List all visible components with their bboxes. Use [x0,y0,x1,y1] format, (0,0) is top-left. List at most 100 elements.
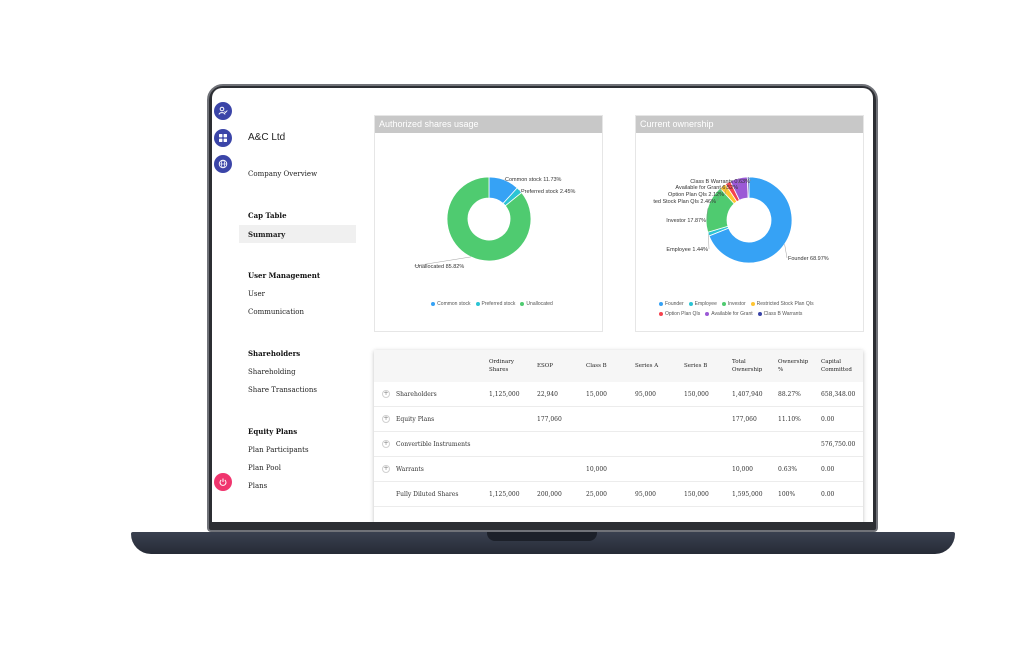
nav-heading-equity-plans: Equity Plans [248,427,298,436]
dashboard-button[interactable] [214,129,232,147]
table-cell: 1,407,940 [732,391,763,398]
legend-swatch-investor [721,301,726,306]
table-cell: 1,125,000 [489,491,520,498]
row-label: Equity Plans [396,416,435,423]
data-label-available-for-grant: Available for Grant 6.52% [675,185,738,191]
col-total-ownership: Total Ownership [732,359,763,373]
data-label-unallocated: Unallocated 85.82% [415,264,464,270]
leader-class-b-warrants [747,176,752,182]
legend-label-unallocated: Unallocated [526,301,553,307]
legend-item-unallocated[interactable]: Unallocated [515,301,553,307]
legend-label-option-plan-qis: Option Plan QIs [665,311,701,317]
current-ownership-title: Current ownership [636,116,863,133]
col-series-a: Series A [635,363,659,369]
table-header: Ordinary Shares ESOP Class B Series A Se… [374,350,863,382]
table-cell: 22,940 [537,391,558,398]
legend-label-investor: Investor [727,301,746,307]
leader-unallocated [413,256,471,267]
legend-item-investor[interactable]: Investor [717,301,746,307]
legend-item-restricted-stock-plan-qis[interactable]: Restricted Stock Plan QIs [746,301,814,307]
slice-class-b-warrants[interactable] [746,176,750,199]
table-row[interactable]: + Convertible Instruments 576,750.00 [374,432,863,457]
legend-item-common-stock[interactable]: Common stock [426,301,471,307]
table-cell: 177,060 [537,416,562,423]
col-capital-committed: Capital Committed [821,359,852,373]
col-ownership-pct: Ownership % [778,359,809,373]
nav-communication[interactable]: Communication [248,308,304,316]
nav-summary[interactable]: Summary [248,230,286,239]
legend-item-founder[interactable]: Founder [654,301,684,307]
table-cell: 88.27% [778,391,801,398]
table-cell: 100% [778,491,796,498]
nav-share-transactions[interactable]: Share Transactions [248,386,317,394]
logout-button[interactable] [214,473,232,491]
legend-swatch-option-plan-qis [659,311,663,316]
expand-row-icon[interactable]: + [382,465,390,473]
slice-unallocated[interactable] [446,176,532,262]
nav-plans[interactable]: Plans [248,482,268,490]
user-check-icon [218,106,228,115]
nav-company-overview[interactable]: Company Overview [248,170,318,178]
table-cell: 0.63% [778,466,798,473]
row-label: Warrants [396,466,424,473]
expand-row-icon[interactable]: + [382,440,390,448]
nav-plan-participants[interactable]: Plan Participants [248,446,309,454]
expand-row-icon[interactable]: + [382,415,390,423]
col-series-b: Series B [684,363,708,369]
table-row[interactable]: + Shareholders 1,125,000 22,940 15,000 95,000… [374,382,863,407]
table-row: Fully Diluted Shares 1,125,000 200,000 25,0… [374,482,863,507]
laptop-base [131,532,955,554]
table-cell: 200,000 [537,491,562,498]
legend-item-option-plan-qis[interactable]: Option Plan QIs [654,311,700,317]
legend-item-preferred-stock[interactable]: Preferred stock [471,301,515,307]
row-label: Convertible Instruments [396,441,471,448]
leader-option-plan-qis [724,182,728,195]
table-cell: 0.00 [821,491,835,498]
legend-swatch-restricted-stock-plan-qis [750,301,755,306]
nav-shareholding[interactable]: Shareholding [248,368,296,376]
legend-item-class-b-warrants[interactable]: Class B Warrants [753,311,802,317]
table-cell: 95,000 [635,491,656,498]
user-check-button[interactable] [214,102,232,120]
leader-investor [706,208,708,221]
legend-swatch-class-b-warrants [757,311,762,316]
table-cell: 0.00 [821,416,835,423]
nav-user[interactable]: User [248,290,265,298]
expand-row-icon[interactable]: + [382,390,390,398]
nav-heading-cap-table: Cap Table [248,211,287,220]
data-label-investor: Investor 17.87% [666,218,706,224]
table-cell: 25,000 [586,491,607,498]
row-label: Shareholders [396,391,437,398]
nav-heading-shareholders: Shareholders [248,349,301,358]
table-cell: 658,348.00 [821,391,856,398]
legend-item-available-for-grant[interactable]: Available for Grant [700,311,753,317]
grid-icon [219,134,227,142]
table-row[interactable]: + Warrants 10,000 10,000 0.63% 0.00 [374,457,863,482]
data-label-class-b-warrants: Class B Warrants 0.63% [690,179,750,185]
legend-label-restricted-stock-plan-qis: Restricted Stock Plan QIs [756,301,814,307]
authorized-shares-title: Authorized shares usage [375,116,602,133]
globe-icon [218,159,228,169]
current-ownership-panel: Current ownership Founder 68.97% Employee… [635,115,864,332]
data-label-restricted-stock-plan-qis: ted Stock Plan QIs 2.46% [653,199,716,205]
col-class-b: Class B [586,363,607,369]
data-label-founder: Founder 68.97% [788,256,829,262]
table-cell: 150,000 [684,491,709,498]
legend-swatch-preferred-stock [475,301,480,306]
data-label-employee: Employee 1.44% [666,247,708,253]
globe-button[interactable] [214,155,232,173]
slice-founder[interactable] [708,176,793,264]
table-row[interactable]: + Equity Plans 177,060 177,060 11.10% 0.00 [374,407,863,432]
legend-swatch-founder [659,301,663,306]
authorized-shares-panel: Authorized shares usage Common stock 11.… [374,115,603,332]
table-cell: 10,000 [732,466,753,473]
table-cell: 177,060 [732,416,757,423]
nav-plan-pool[interactable]: Plan Pool [248,464,281,472]
legend-item-employee[interactable]: Employee [684,301,717,307]
table-cell: 576,750.00 [821,441,856,448]
laptop-notch [487,532,597,541]
table-cell: 11.10% [778,416,801,423]
data-label-preferred-stock: Preferred stock 2.45% [521,189,576,195]
col-esop: ESOP [537,363,553,369]
legend-label-employee: Employee [694,301,717,307]
